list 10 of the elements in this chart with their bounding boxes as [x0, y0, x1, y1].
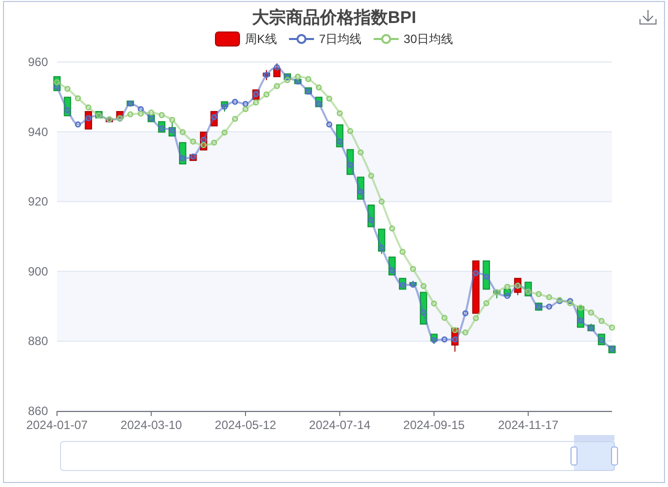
- legend-label: 周K线: [244, 32, 277, 46]
- x-tick-label: 2024-03-10: [120, 418, 182, 432]
- x-tick-label: 2024-11-17: [498, 418, 559, 432]
- legend-label: 7日均线: [318, 32, 362, 46]
- x-tick-label: 2024-05-12: [214, 418, 277, 432]
- title: 大宗商品价格指数BPI: [252, 8, 416, 27]
- x-tick-label: 2024-09-15: [403, 418, 465, 432]
- legend-label: 30日均线: [404, 32, 454, 46]
- x-tick-label: 2024-01-07: [26, 418, 88, 432]
- x-tick-label: 2024-07-14: [309, 418, 371, 432]
